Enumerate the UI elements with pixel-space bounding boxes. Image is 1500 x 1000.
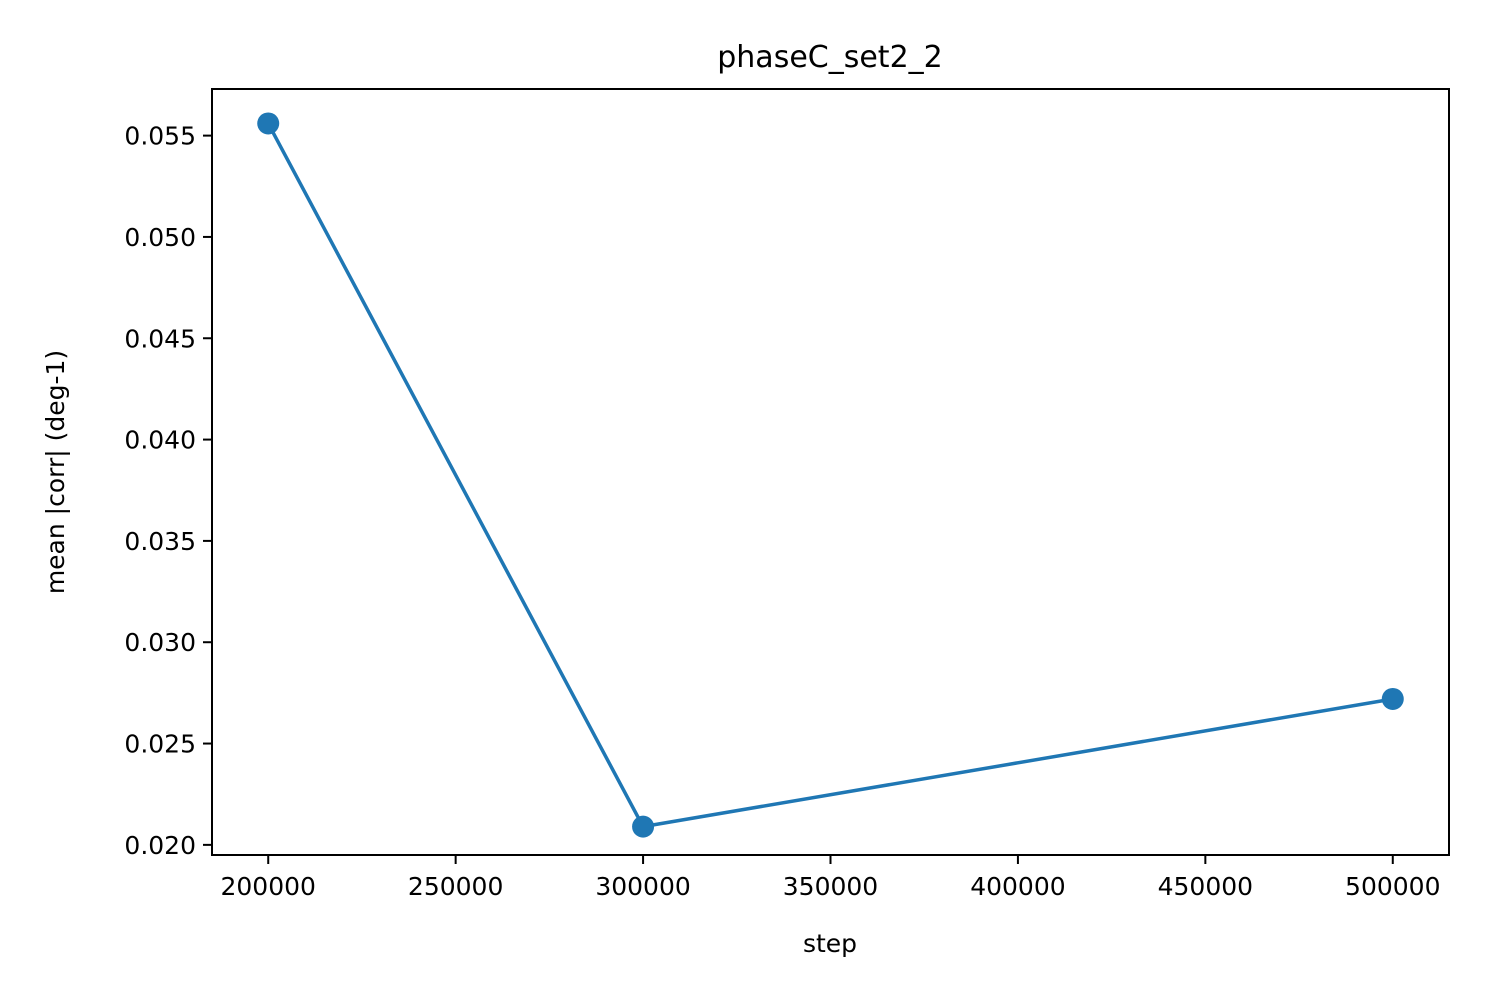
y-tick-label: 0.025	[124, 730, 196, 759]
x-tick-label: 350000	[783, 872, 878, 901]
x-axis: 200000 250000 300000 350000 400000 450000 5000…	[221, 855, 1440, 901]
x-tick-label: 250000	[408, 872, 503, 901]
x-tick-label: 200000	[221, 872, 316, 901]
data-point	[632, 815, 655, 838]
y-tick-label: 0.030	[124, 628, 196, 657]
y-tick-label: 0.050	[124, 223, 196, 252]
y-axis-label: mean |corr| (deg-1)	[41, 350, 70, 594]
chart-title: phaseC_set2_2	[717, 40, 943, 75]
plot-area	[211, 88, 1450, 856]
y-tick-label: 0.045	[124, 324, 196, 353]
y-tick-label: 0.055	[124, 122, 196, 151]
x-axis-label: step	[803, 929, 857, 958]
x-tick-label: 400000	[970, 872, 1065, 901]
y-tick-label: 0.020	[124, 831, 196, 860]
y-tick-label: 0.040	[124, 426, 196, 455]
y-axis: 0.020 0.025 0.030 0.035 0.040 0.045 0.050 0.055	[124, 122, 212, 860]
data-point	[1381, 687, 1404, 710]
y-tick-label: 0.035	[124, 527, 196, 556]
data-point	[257, 112, 280, 135]
x-tick-label: 500000	[1345, 872, 1440, 901]
x-tick-label: 450000	[1158, 872, 1253, 901]
series-layer	[257, 112, 1404, 838]
x-tick-label: 300000	[595, 872, 690, 901]
